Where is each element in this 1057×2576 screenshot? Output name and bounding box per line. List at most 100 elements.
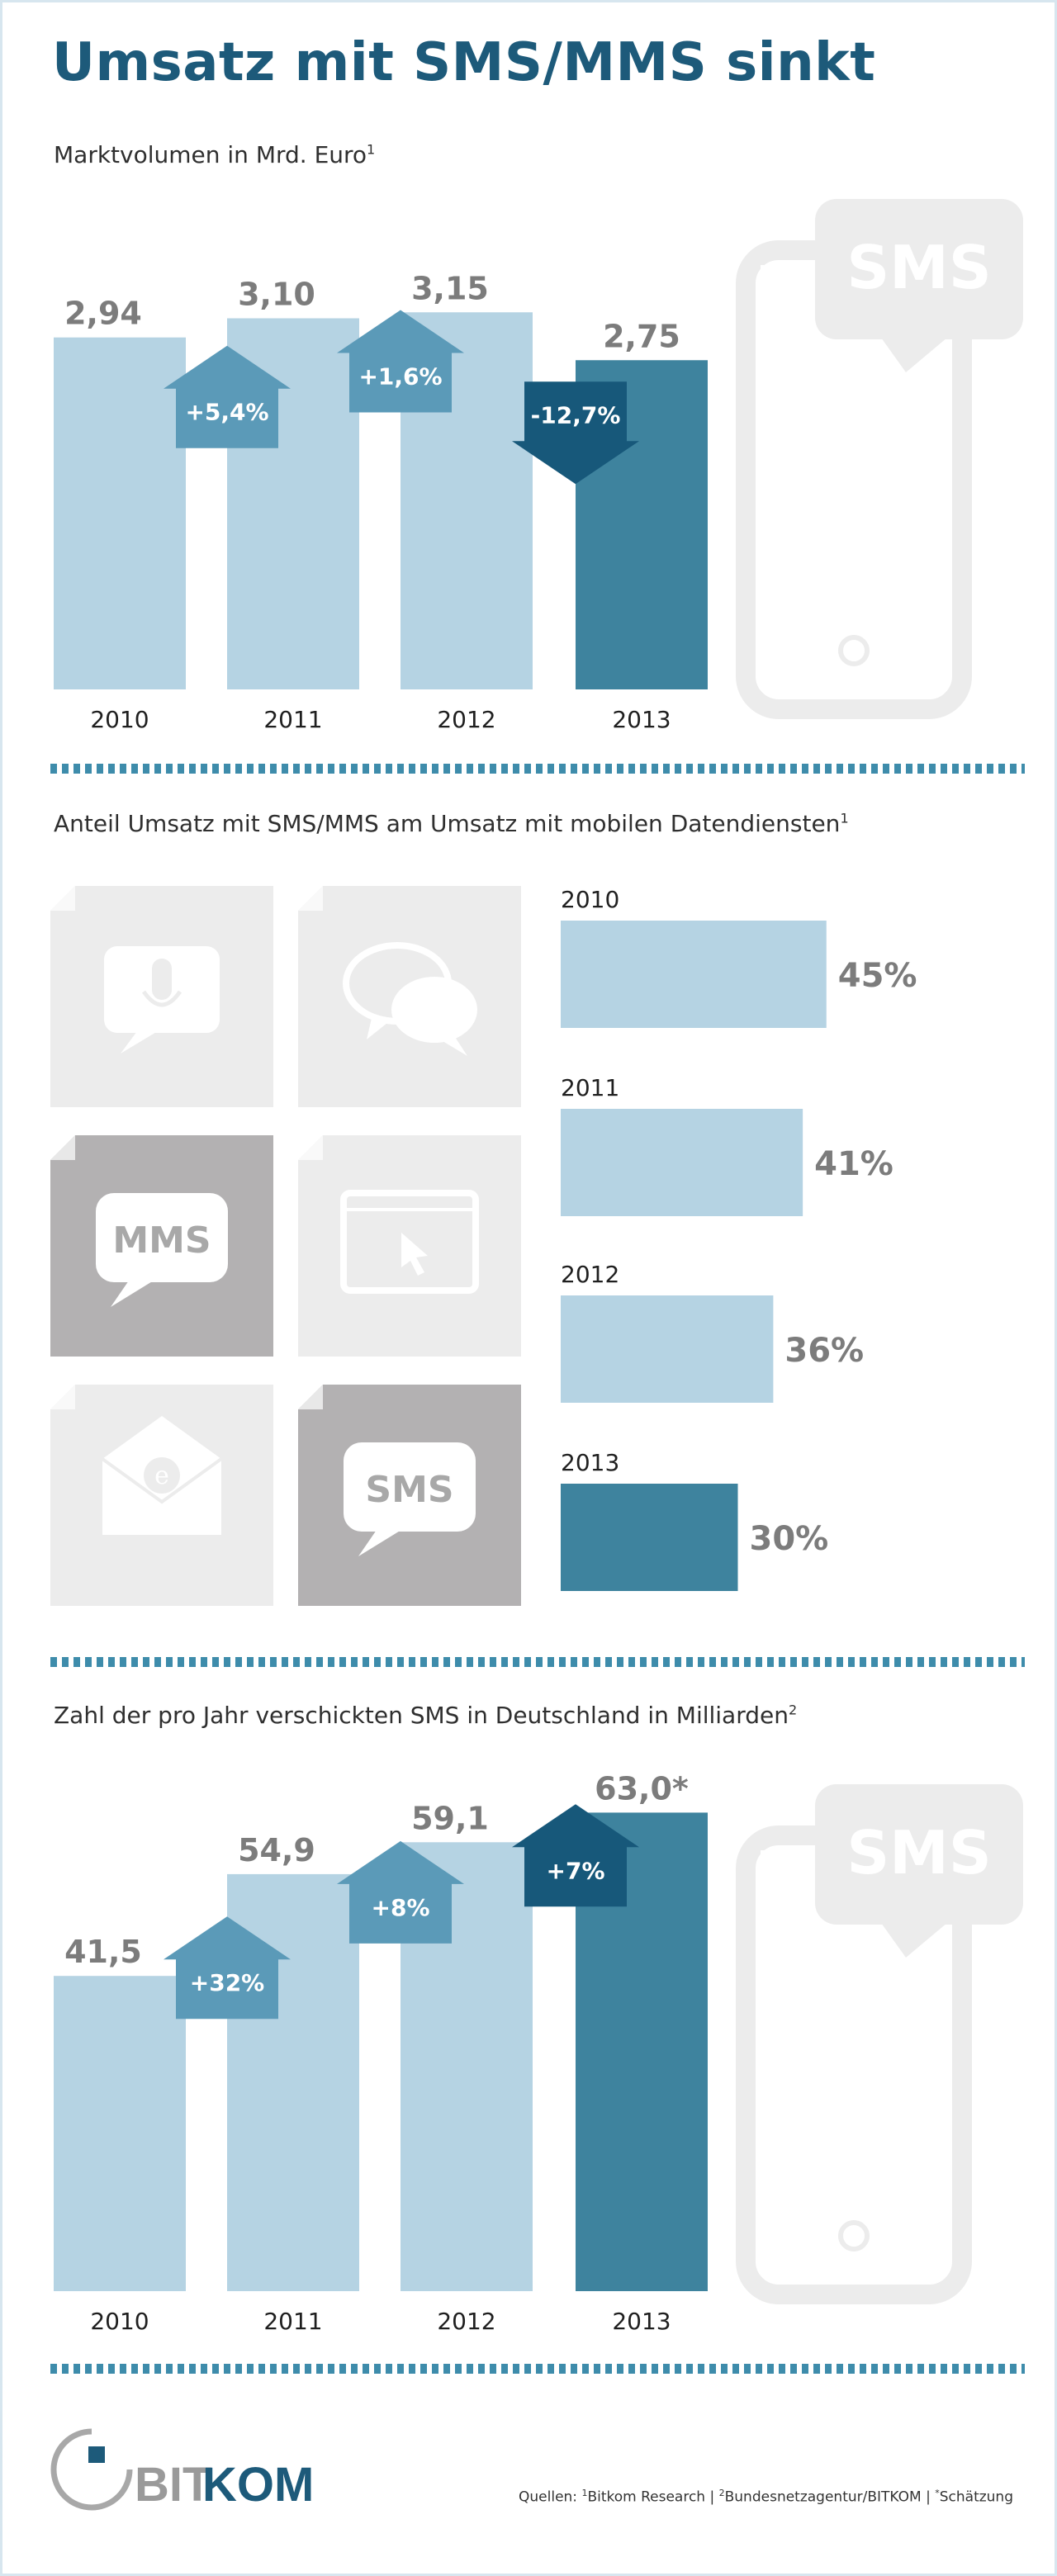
change-arrow-2-label: +1,6% bbox=[358, 363, 442, 391]
phone-home-button bbox=[838, 635, 870, 666]
x-tick-2010: 2010 bbox=[90, 706, 149, 733]
value-label-2011: 3,10 bbox=[238, 277, 315, 313]
x-tick-2013: 2013 bbox=[612, 706, 671, 733]
change-arrow-3: -12,7% bbox=[512, 381, 639, 485]
source1: Bitkom Research | bbox=[587, 2488, 719, 2506]
change-arrow-2: +1,6% bbox=[337, 310, 464, 413]
revenue-share-chart: MMS e SMS 2010 45% 2011 41% 2012 36% 2013 30% bbox=[50, 886, 917, 1606]
x-tick-2010: 2010 bbox=[90, 2308, 149, 2335]
mms-icon-bubble-tail bbox=[111, 1281, 154, 1307]
chat-bubble-front bbox=[391, 977, 477, 1043]
phone-home-button bbox=[838, 2220, 870, 2252]
mms-icon-bubble bbox=[96, 1193, 228, 1282]
section-divider-1 bbox=[50, 764, 1025, 774]
x-tick-2013: 2013 bbox=[612, 2308, 671, 2335]
chat-tail-front bbox=[443, 1037, 467, 1056]
mic-stand bbox=[141, 990, 182, 1007]
hbar-value-2011: 41% bbox=[814, 1145, 893, 1183]
mms-icon-label: MMS bbox=[112, 1219, 211, 1262]
mic-bubble-tail bbox=[121, 1031, 158, 1054]
hbar-value-2013: 30% bbox=[750, 1520, 829, 1558]
change-arrow-3-shape bbox=[512, 381, 639, 485]
browser-window-icon-corner bbox=[298, 1135, 323, 1160]
mic-head bbox=[152, 959, 172, 1000]
section-divider-2 bbox=[50, 1657, 1025, 1667]
hbar-value-2012: 36% bbox=[784, 1332, 864, 1370]
hbar-value-2010: 45% bbox=[838, 957, 917, 995]
page-title: Umsatz mit SMS/MMS sinkt bbox=[52, 32, 876, 93]
browser-window-icon bbox=[298, 1135, 521, 1357]
chat-bubbles-icon-corner bbox=[298, 886, 323, 911]
email-e-badge bbox=[144, 1457, 180, 1494]
sms-icon-corner bbox=[298, 1385, 323, 1409]
sms-icon: SMS bbox=[298, 1385, 521, 1606]
value-label-2013: 63,0* bbox=[595, 1770, 689, 1807]
chat-tail-back bbox=[367, 1015, 391, 1039]
hbar-2010 bbox=[561, 921, 827, 1028]
bitkom-logo: BIT KOM bbox=[50, 2428, 314, 2512]
change-arrow-3-shape bbox=[512, 1804, 639, 1907]
section1-subtitle-text: Marktvolumen in Mrd. Euro bbox=[54, 141, 367, 168]
sms-icon-bubble-tail bbox=[358, 1530, 401, 1556]
phone-sms-icon: SMS bbox=[736, 199, 1023, 719]
hbar-year-2011: 2011 bbox=[561, 1074, 619, 1101]
microphone-icon bbox=[50, 886, 273, 1107]
change-arrow-1-label: +32% bbox=[190, 1969, 264, 1996]
market-volume-chart: 2,94 2010 3,10 2011 3,15 2012 2,75 2013 +5,4% +1,… bbox=[54, 199, 1023, 733]
section2-footnote-mark: 1 bbox=[840, 810, 849, 826]
phone-sms-label: SMS bbox=[846, 233, 991, 302]
change-arrow-1: +32% bbox=[164, 1916, 291, 2020]
change-arrow-2-label: +8% bbox=[372, 1894, 430, 1921]
bar-2010 bbox=[54, 1976, 186, 2291]
sms-icon-label: SMS bbox=[365, 1469, 453, 1511]
envelope-flap bbox=[102, 1416, 221, 1459]
change-arrow-3-label: +7% bbox=[547, 1857, 605, 1884]
change-arrow-1-label: +5,4% bbox=[185, 399, 268, 426]
logo-arc-icon bbox=[50, 2428, 133, 2511]
value-label-2012: 3,15 bbox=[411, 270, 489, 306]
phone-bubble-tail bbox=[881, 338, 947, 372]
mms-icon: MMS bbox=[50, 1135, 273, 1357]
phone-bubble-tail bbox=[881, 1923, 947, 1958]
change-arrow-1: +5,4% bbox=[164, 345, 291, 448]
change-arrow-2: +8% bbox=[337, 1840, 464, 1944]
hbar-year-2013: 2013 bbox=[561, 1449, 619, 1476]
x-tick-2012: 2012 bbox=[437, 706, 495, 733]
phone-sms-label: SMS bbox=[846, 1818, 991, 1887]
change-arrow-1-shape bbox=[164, 345, 291, 448]
phone-speech-bubble bbox=[815, 199, 1023, 339]
section2-subtitle: Anteil Umsatz mit SMS/MMS am Umsatz mit … bbox=[54, 810, 849, 837]
section3-subtitle: Zahl der pro Jahr verschickten SMS in De… bbox=[54, 1702, 797, 1729]
x-tick-2011: 2011 bbox=[263, 2308, 322, 2335]
bar-2010 bbox=[54, 337, 186, 689]
hbar-year-2010: 2010 bbox=[561, 886, 619, 913]
phone-sms-icon: SMS bbox=[736, 1784, 1023, 2304]
value-label-2013: 2,75 bbox=[603, 318, 680, 354]
envelope-fold bbox=[101, 1457, 223, 1504]
source2: Bundesnetzagentur/BITKOM | bbox=[724, 2488, 936, 2506]
phone-speech-bubble bbox=[815, 1784, 1023, 1925]
source2-mark: 2 bbox=[718, 2488, 725, 2498]
section3-footnote-mark: 2 bbox=[788, 1702, 798, 1718]
section2-subtitle-text: Anteil Umsatz mit SMS/MMS am Umsatz mit … bbox=[54, 810, 841, 837]
mms-icon-corner bbox=[50, 1135, 75, 1160]
section1-footnote-mark: 1 bbox=[367, 141, 376, 158]
email-e-letter: e bbox=[154, 1461, 169, 1490]
change-arrow-2-shape bbox=[337, 310, 464, 413]
change-arrow-1-shape bbox=[164, 1916, 291, 2020]
chat-bubbles-icon bbox=[298, 886, 521, 1107]
email-icon: e bbox=[50, 1385, 273, 1606]
change-arrow-2-shape bbox=[337, 1840, 464, 1944]
change-arrow-3-label: -12,7% bbox=[531, 401, 621, 429]
source1-mark: 1 bbox=[581, 2488, 588, 2498]
value-label-2011: 54,9 bbox=[238, 1832, 315, 1868]
x-tick-2012: 2012 bbox=[437, 2308, 495, 2335]
footer-sources: Quellen: 1Bitkom Research | 2Bundesnetza… bbox=[519, 2488, 1013, 2506]
value-label-2010: 2,94 bbox=[64, 296, 142, 332]
sources-prefix: Quellen: bbox=[519, 2488, 582, 2506]
browser-frame bbox=[340, 1190, 479, 1294]
microphone-icon-corner bbox=[50, 886, 75, 911]
hbar-2013 bbox=[561, 1484, 738, 1591]
logo-text-kom: KOM bbox=[202, 2458, 314, 2512]
